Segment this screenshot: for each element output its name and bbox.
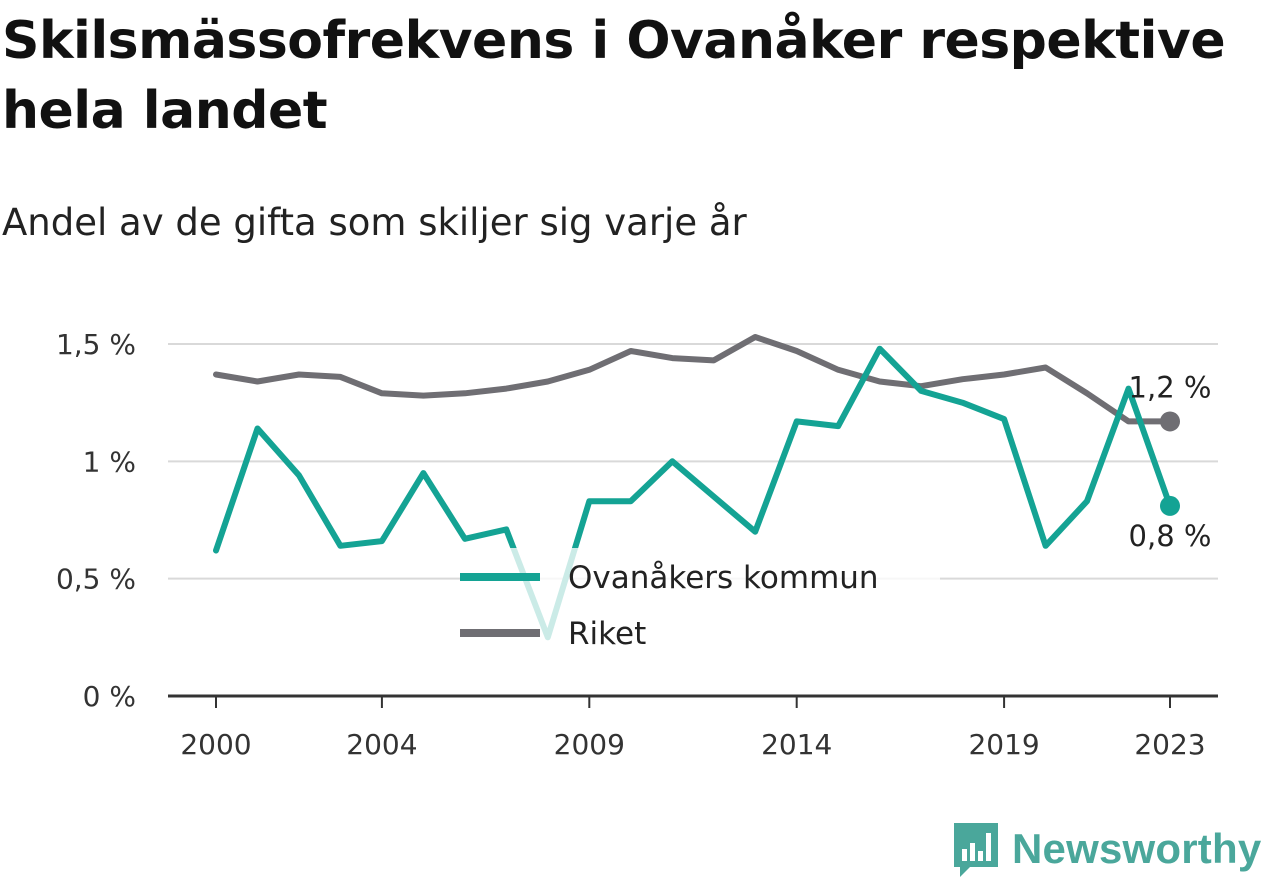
legend-background (498, 548, 940, 668)
x-tick-label: 2019 (968, 728, 1039, 761)
chart-subtitle: Andel av de gifta som skiljer sig varje … (2, 201, 747, 244)
y-tick-label: 0,5 % (56, 563, 136, 596)
x-tick-label: 2000 (180, 728, 251, 761)
end-value-label: 0,8 % (1129, 519, 1212, 553)
legend-label: Ovanåkers kommun (568, 560, 879, 596)
end-value-label: 1,2 % (1129, 370, 1212, 404)
series-lines (213, 334, 1173, 641)
end-point (1160, 495, 1180, 516)
x-axis: 2000 2004 2009 2014 2019 2023 (168, 694, 1218, 761)
x-tick-label: 2004 (346, 728, 417, 761)
y-tick-label: 0 % (83, 680, 136, 713)
bar-chart-speech-bubble-icon (954, 823, 998, 877)
x-tick-label: 2009 (554, 728, 625, 761)
series-line-ovanaker (213, 345, 1173, 641)
y-tick-label: 1,5 % (56, 328, 136, 361)
end-labels: 1,2 % 0,8 % (1129, 370, 1212, 552)
x-tick-label: 2014 (761, 728, 832, 761)
end-point (1160, 411, 1180, 432)
newsworthy-brand: Newsworthy (950, 818, 1261, 880)
brand-name: Newsworthy (1012, 825, 1262, 872)
y-tick-label: 1 % (83, 445, 136, 478)
y-axis-ticks: 0 % 0,5 % 1 % 1,5 % (56, 328, 136, 713)
x-tick-label: 2023 (1134, 728, 1205, 761)
legend: Ovanåkers kommun Riket (460, 548, 940, 668)
legend-label: Riket (568, 616, 646, 652)
series-line-riket (213, 334, 1173, 425)
chart-title: Skilsmässofrekvens i Ovanåker respektive… (2, 11, 1226, 141)
